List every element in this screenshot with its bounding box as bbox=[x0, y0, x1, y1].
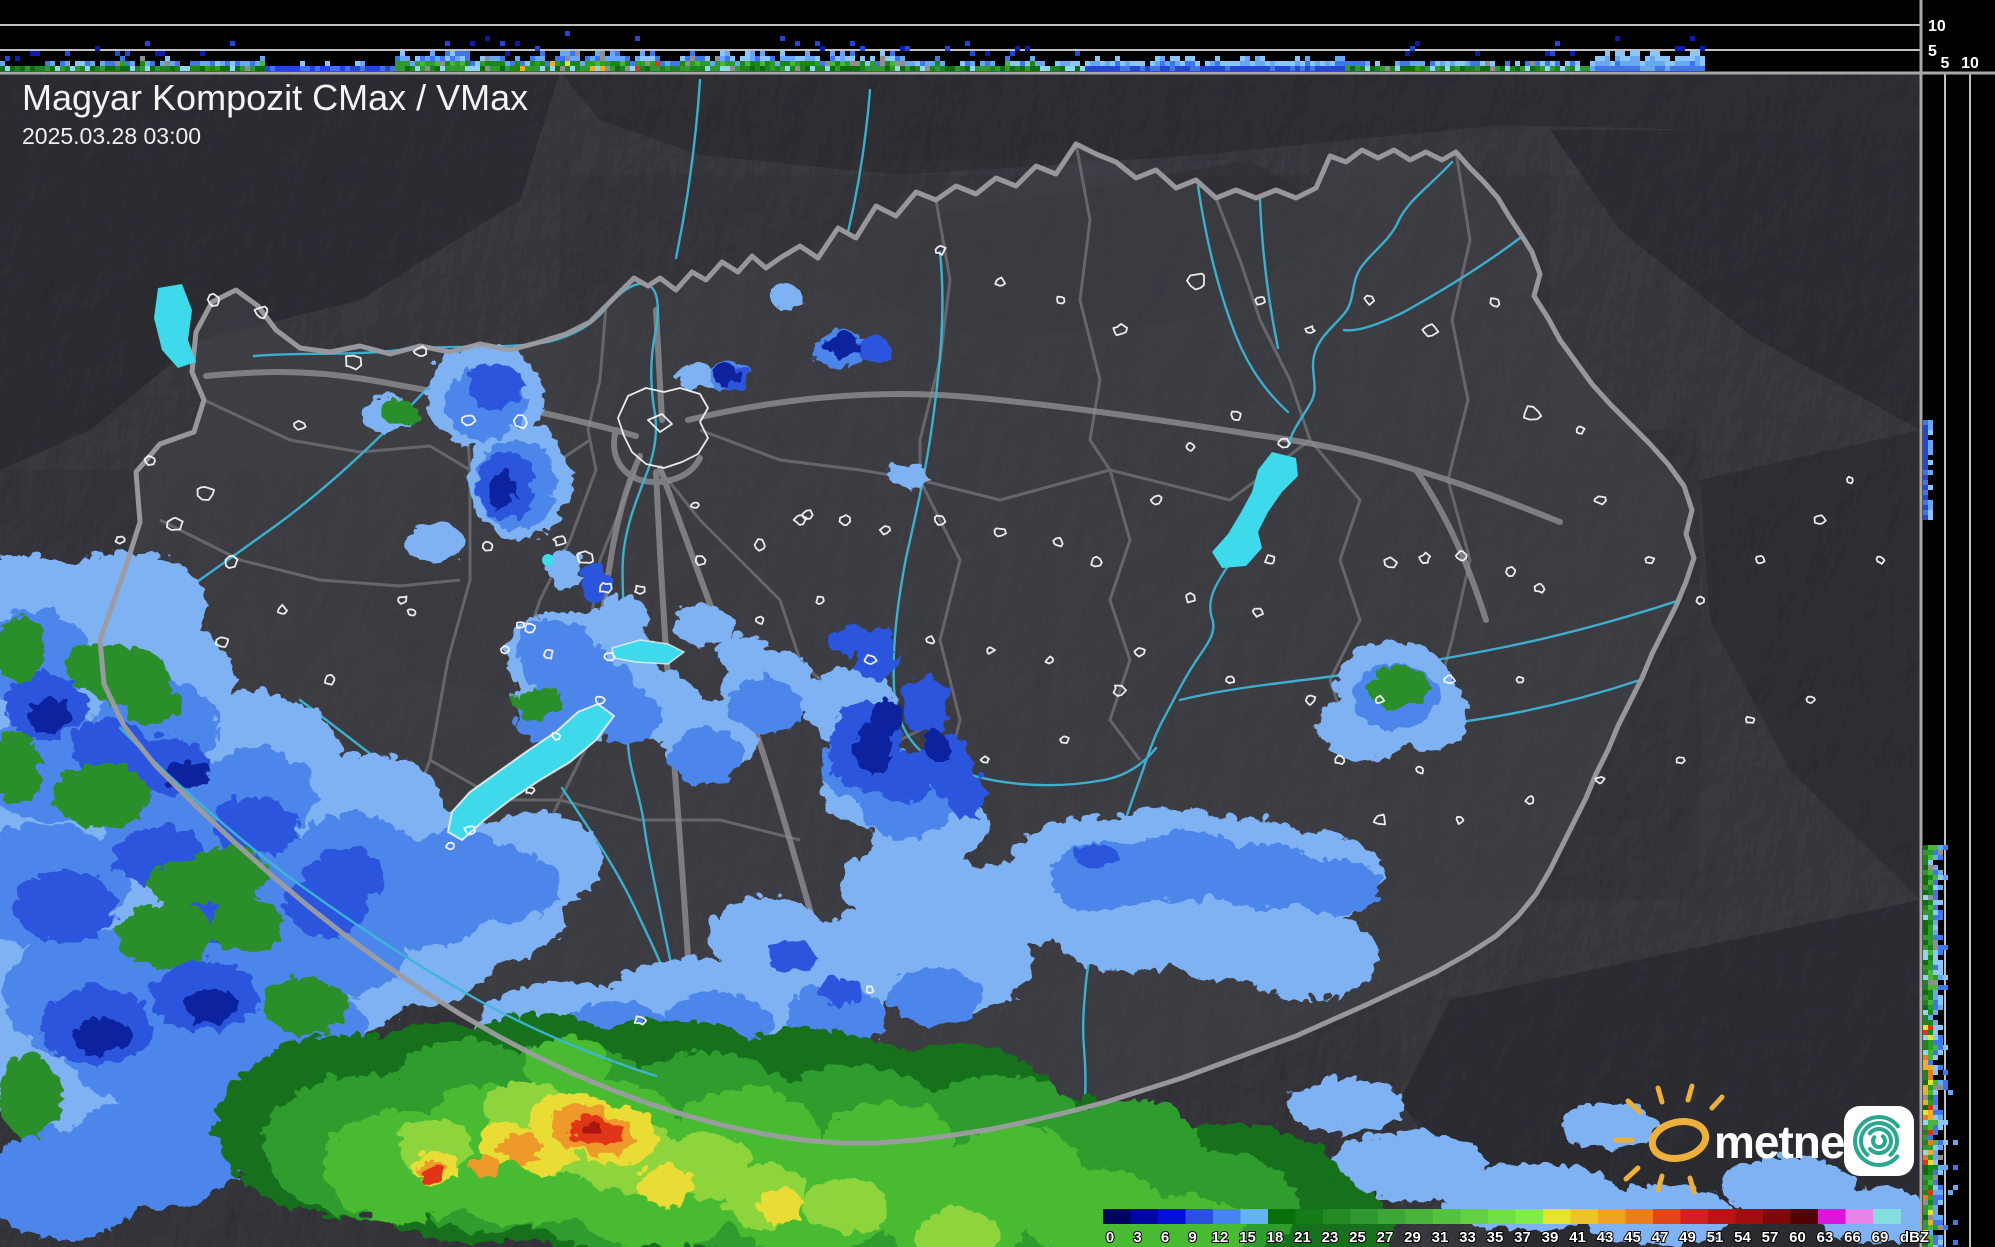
svg-text:69: 69 bbox=[1872, 1229, 1889, 1246]
top-strip-echoes bbox=[0, 31, 1705, 71]
page-title: Magyar Kompozit CMax / VMax bbox=[22, 77, 528, 118]
svg-text:15: 15 bbox=[1239, 1229, 1256, 1246]
svg-text:12: 12 bbox=[1212, 1229, 1229, 1246]
svg-text:47: 47 bbox=[1652, 1229, 1669, 1246]
hungary-border bbox=[97, 141, 1697, 1146]
city-outlines bbox=[114, 244, 1886, 1026]
lakes bbox=[154, 284, 1298, 842]
svg-text:60: 60 bbox=[1789, 1229, 1806, 1246]
svg-text:25: 25 bbox=[1349, 1229, 1366, 1246]
svg-text:41: 41 bbox=[1569, 1229, 1586, 1246]
dbz-color-scale: 0 3 6 9 12 15 18 21 23 25 27 29 31 33 35 37 39 41 43 45 47 49… bbox=[1103, 1209, 1930, 1247]
precipitation-overlay bbox=[0, 280, 1920, 1247]
svg-text:29: 29 bbox=[1404, 1229, 1421, 1246]
metnet-logo: metnet bbox=[1613, 1083, 1914, 1195]
svg-text:43: 43 bbox=[1597, 1229, 1614, 1246]
svg-text:18: 18 bbox=[1267, 1229, 1284, 1246]
app-icon bbox=[1844, 1106, 1914, 1176]
right-axis-5-label: 5 bbox=[1941, 55, 1950, 72]
budapest-outline bbox=[617, 387, 709, 469]
tisza-river-upper bbox=[1286, 160, 1454, 448]
sun-icon bbox=[1613, 1083, 1725, 1195]
top-axis-10-label: 10 bbox=[1928, 18, 1946, 35]
svg-text:51: 51 bbox=[1707, 1229, 1724, 1246]
vmax-right-strip bbox=[1920, 0, 1995, 1247]
svg-text:0: 0 bbox=[1106, 1229, 1114, 1246]
axis-labels: 10 5 5 10 bbox=[1928, 18, 1979, 72]
drava-river bbox=[118, 726, 658, 1078]
svg-text:54: 54 bbox=[1734, 1229, 1751, 1246]
lake-tata bbox=[542, 554, 554, 566]
svg-text:27: 27 bbox=[1377, 1229, 1394, 1246]
right-axis-10-label: 10 bbox=[1961, 55, 1979, 72]
timestamp: 2025.03.28 03:00 bbox=[22, 123, 201, 149]
right-strip-echoes bbox=[1923, 420, 1958, 1247]
top-axis-5-label: 5 bbox=[1928, 43, 1937, 60]
svg-text:35: 35 bbox=[1487, 1229, 1504, 1246]
vmax-top-strip bbox=[0, 0, 1920, 71]
svg-text:49: 49 bbox=[1679, 1229, 1696, 1246]
map bbox=[0, 73, 1920, 1247]
svg-text:63: 63 bbox=[1817, 1229, 1834, 1246]
svg-text:33: 33 bbox=[1459, 1229, 1476, 1246]
svg-text:45: 45 bbox=[1624, 1229, 1641, 1246]
svg-text:31: 31 bbox=[1432, 1229, 1449, 1246]
svg-text:3: 3 bbox=[1133, 1229, 1141, 1246]
svg-text:9: 9 bbox=[1188, 1229, 1196, 1246]
svg-text:57: 57 bbox=[1762, 1229, 1779, 1246]
svg-text:dBZ: dBZ bbox=[1900, 1229, 1929, 1246]
svg-text:21: 21 bbox=[1294, 1229, 1311, 1246]
svg-text:66: 66 bbox=[1844, 1229, 1861, 1246]
svg-text:23: 23 bbox=[1322, 1229, 1339, 1246]
lake-ferto bbox=[154, 284, 196, 368]
lake-tisza bbox=[1212, 452, 1298, 568]
brand-wordmark: metnet bbox=[1714, 1116, 1859, 1168]
svg-text:39: 39 bbox=[1542, 1229, 1559, 1246]
lake-velence bbox=[611, 639, 686, 665]
lake-balaton bbox=[446, 702, 616, 842]
svg-text:6: 6 bbox=[1161, 1229, 1169, 1246]
svg-text:37: 37 bbox=[1514, 1229, 1531, 1246]
